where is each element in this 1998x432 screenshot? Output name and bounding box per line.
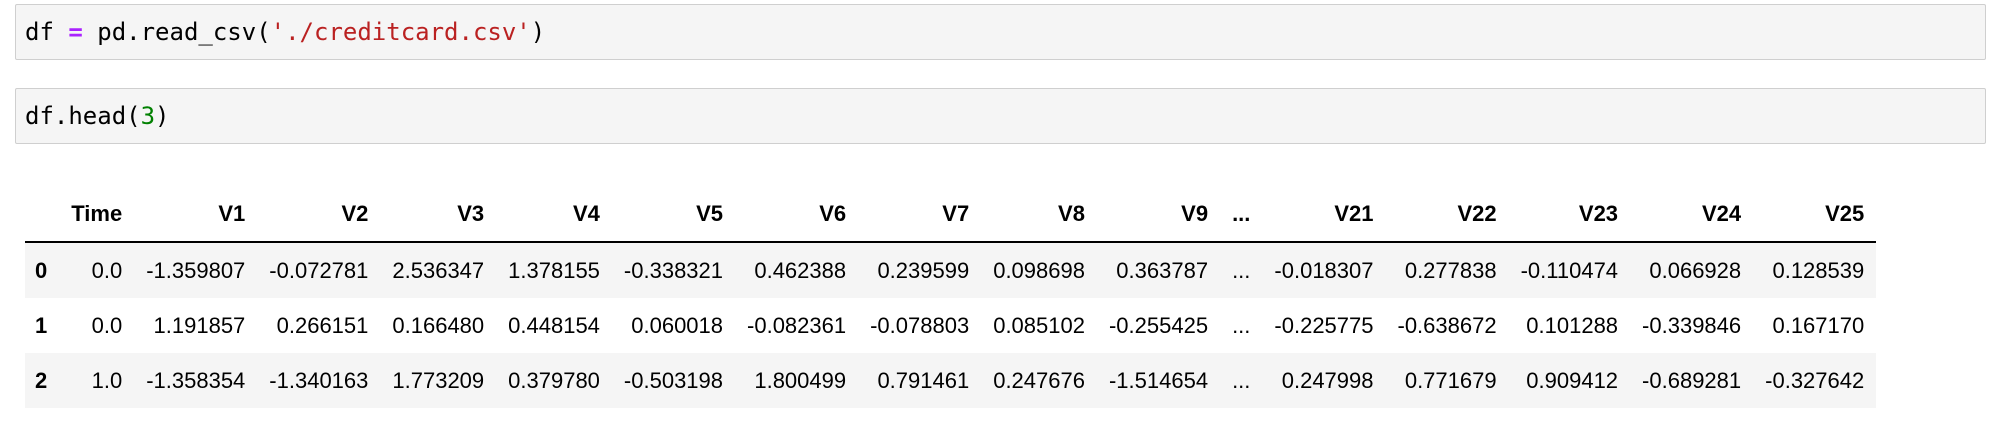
table-cell: -1.358354 xyxy=(146,367,246,393)
table-cell: 0.771679 xyxy=(1404,367,1497,393)
column-header: V25 xyxy=(1753,186,1877,243)
column-header: V21 xyxy=(1262,186,1386,243)
table-cell: 0.266151 xyxy=(276,312,369,338)
table-cell: 2.536347 xyxy=(392,257,485,283)
column-header: V24 xyxy=(1630,186,1754,243)
dataframe: Time V1 V2 V3 V4 V5 V6 V7 V8 V9... V21 V22 V23 V24 V25… xyxy=(25,186,1877,408)
table-cell: -1.340163 xyxy=(269,367,369,393)
table-cell: -0.078803 xyxy=(870,312,970,338)
code-token: df.head( xyxy=(25,102,141,130)
table-cell: 0.166480 xyxy=(392,312,485,338)
table-cell: -0.503198 xyxy=(623,367,724,393)
table-cell: -0.689281 xyxy=(1642,367,1742,393)
table-cell: 1.0 xyxy=(91,367,123,393)
row-index: 1 xyxy=(35,312,48,338)
column-header: V7 xyxy=(858,186,982,243)
table-cell: -0.110474 xyxy=(1520,257,1619,283)
table-cell: -0.255425 xyxy=(1108,312,1209,338)
column-header: V22 xyxy=(1385,186,1509,243)
table-cell: 1.800499 xyxy=(754,367,847,393)
table-cell: 0.239599 xyxy=(877,257,970,283)
table-cell: 1.378155 xyxy=(508,257,600,283)
column-header: V6 xyxy=(735,186,859,243)
table-cell: 0.909412 xyxy=(1526,367,1619,393)
table-cell: -1.359807 xyxy=(146,257,246,283)
table-cell: 0.277838 xyxy=(1404,257,1497,283)
table-cell: -0.338321 xyxy=(623,257,724,283)
code-token: df xyxy=(25,18,69,46)
table-cell: 0.167170 xyxy=(1772,312,1865,338)
row-index: 2 xyxy=(35,367,48,393)
column-header: V9 xyxy=(1096,186,1221,243)
table-cell: 0.462388 xyxy=(754,257,847,283)
table-cell: ... xyxy=(1232,257,1251,283)
table-cell: 0.066928 xyxy=(1649,257,1742,283)
table-row: 1 0.0 1.191857 0.266151 0.166480 0.448154 0.06… xyxy=(25,298,1876,353)
table-cell: 0.0 xyxy=(91,312,123,338)
table-cell: 0.791461 xyxy=(877,367,970,393)
table-cell: 0.128539 xyxy=(1772,257,1865,283)
table-cell: -0.339846 xyxy=(1642,312,1742,338)
column-header: ... xyxy=(1220,186,1263,243)
table-cell: ... xyxy=(1232,312,1251,338)
table-cell: 0.098698 xyxy=(993,257,1085,283)
code-token: ) xyxy=(530,18,546,46)
code-token: ) xyxy=(155,102,170,130)
column-header: V3 xyxy=(380,186,497,243)
table-cell: -0.072781 xyxy=(269,257,369,283)
table-cell: -0.638672 xyxy=(1397,312,1497,338)
column-header: V4 xyxy=(496,186,612,243)
table-cell: -0.018307 xyxy=(1274,257,1374,283)
table-cell: -0.225775 xyxy=(1274,312,1374,338)
code-token: './creditcard.csv' xyxy=(270,18,531,46)
table-cell: 0.379780 xyxy=(508,367,600,393)
column-header: V23 xyxy=(1508,186,1631,243)
table-row: 0 0.0 -1.359807 -0.072781 2.536347 1.378155 -0… xyxy=(25,242,1877,298)
output-area: Time V1 V2 V3 V4 V5 V6 V7 V8 V9... V21 V22 V23 V24 V25… xyxy=(25,186,1987,408)
column-header: V1 xyxy=(134,186,258,243)
code-token: pd.read_csv( xyxy=(82,18,271,46)
table-cell: 0.101288 xyxy=(1526,312,1619,338)
table-cell: -1.514654 xyxy=(1108,367,1209,393)
column-header: V2 xyxy=(257,186,381,243)
header-row: Time V1 V2 V3 V4 V5 V6 V7 V8 V9... V21 V22 V23 V24 V25 xyxy=(25,186,1877,243)
table-cell: 1.191857 xyxy=(153,312,246,338)
row-index: 0 xyxy=(35,257,48,283)
column-header xyxy=(25,186,60,243)
table-cell: 0.448154 xyxy=(508,312,600,338)
code-cell[interactable]: df.head(3) xyxy=(15,88,1986,144)
column-header: Time xyxy=(59,186,135,243)
table-cell: 0.060018 xyxy=(631,312,724,338)
table-cell: 0.363787 xyxy=(1116,257,1209,283)
column-header: V5 xyxy=(611,186,736,243)
table-cell: 0.0 xyxy=(91,257,123,283)
table-cell: -0.082361 xyxy=(747,312,847,338)
table-cell: ... xyxy=(1232,367,1251,393)
code-token: 3 xyxy=(140,102,156,130)
column-header: V8 xyxy=(981,186,1097,243)
code-cell[interactable]: df = pd.read_csv('./creditcard.csv') xyxy=(15,4,1986,60)
table-cell: 0.247676 xyxy=(993,367,1085,393)
code-token: = xyxy=(68,18,83,46)
table-cell: 0.247998 xyxy=(1281,367,1374,393)
table-cell: -0.327642 xyxy=(1765,367,1865,393)
table-row: 2 1.0 -1.358354 -1.340163 1.773209 0.379780 -0… xyxy=(25,353,1877,408)
table-body: 0 0.0 -1.359807 -0.072781 2.536347 1.378155 -0… xyxy=(25,242,1877,408)
table-cell: 0.085102 xyxy=(993,312,1085,338)
table-cell: 1.773209 xyxy=(392,367,485,393)
